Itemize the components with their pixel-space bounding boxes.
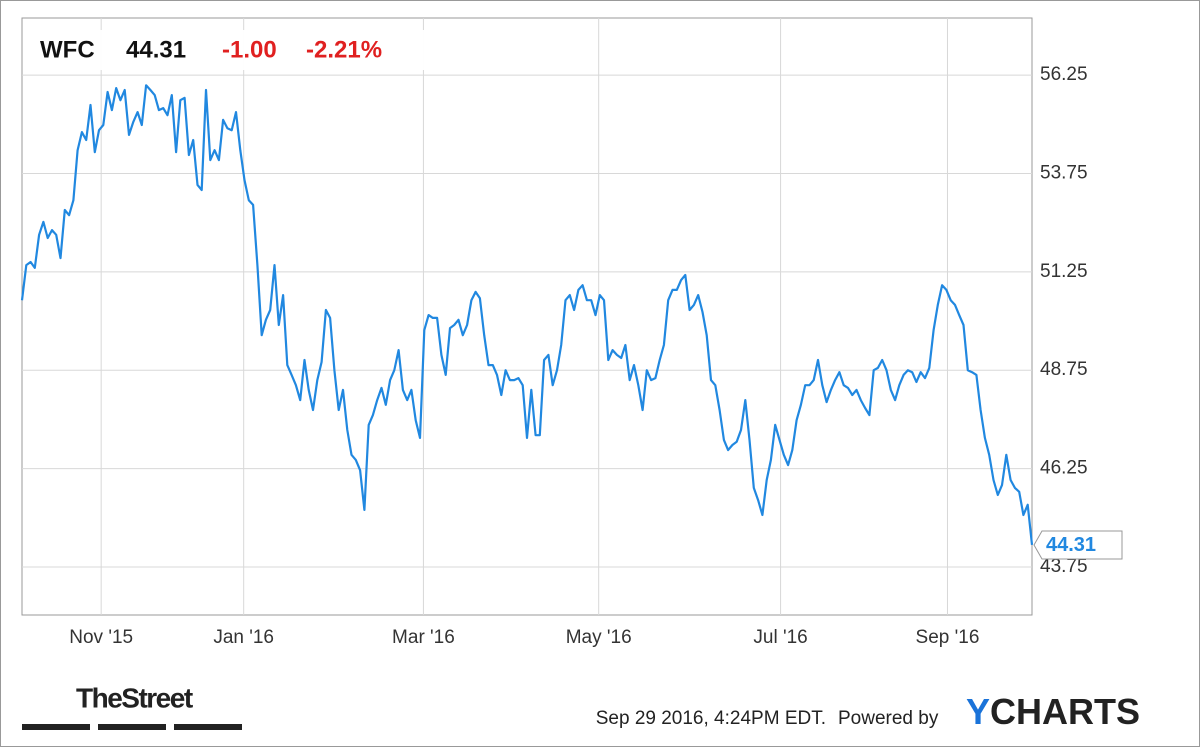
y-tick-label: 46.25 (1040, 458, 1088, 479)
x-tick-label: May '16 (566, 627, 632, 648)
price: 44.31 (126, 36, 186, 63)
grid (22, 18, 1032, 615)
brand: YCHARTS (966, 691, 1140, 732)
logo-bar (98, 724, 166, 730)
powered-by: Powered by (838, 708, 939, 729)
change: -1.00 (222, 36, 277, 63)
x-tick-label: Jan '16 (213, 627, 274, 648)
y-tick-label: 56.25 (1040, 64, 1088, 85)
symbol: WFC (40, 36, 95, 63)
price-line (20, 84, 1034, 546)
last-value-flag (1033, 530, 1123, 560)
series (20, 84, 1034, 546)
change-pct: -2.21% (306, 36, 382, 63)
x-tick-label: Mar '16 (392, 627, 455, 648)
source-logo: TheStreet (76, 682, 193, 713)
y-tick-label: 48.75 (1040, 359, 1088, 380)
timestamp: Sep 29 2016, 4:24PM EDT. (596, 708, 826, 729)
y-tick-label: 53.75 (1040, 162, 1088, 183)
x-tick-label: Nov '15 (69, 627, 133, 648)
logo-bar (22, 724, 90, 730)
x-tick-label: Sep '16 (916, 627, 980, 648)
y-tick-label: 43.75 (1040, 556, 1088, 577)
y-tick-label: 51.25 (1040, 261, 1088, 282)
last-value-label: 44.31 (1046, 534, 1096, 556)
plot-area (21, 17, 1033, 616)
x-tick-label: Jul '16 (753, 627, 807, 648)
header-box (30, 30, 424, 70)
logo-bar (174, 724, 242, 730)
